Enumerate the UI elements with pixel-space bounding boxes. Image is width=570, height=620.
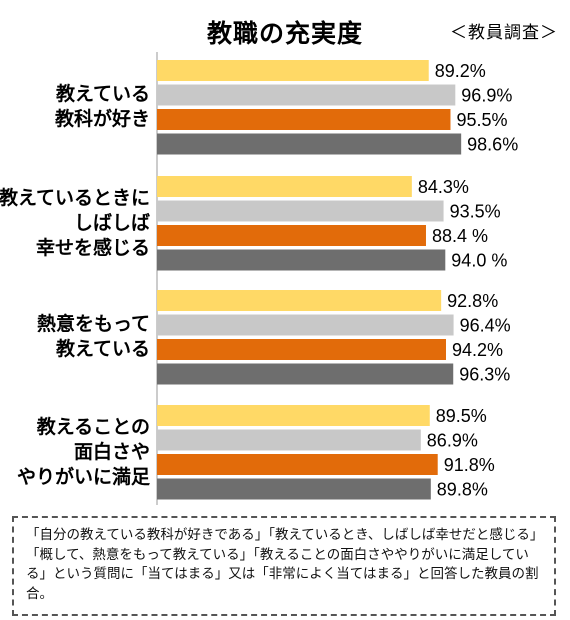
bar-chart: 89.2% 96.9% 95.5% 98.6% 84.3% 93.5% 88.4 % 94.0…	[156, 52, 518, 505]
category-label-line: 教えることの	[36, 415, 150, 438]
footnote: 「自分の教えている教科が好きである」「教えているとき、しばしば幸せだと感じる」「…	[12, 516, 556, 616]
bar	[157, 314, 454, 336]
data-label: 96.3%	[459, 365, 510, 385]
category-label-line: 教えているときに	[0, 186, 150, 209]
data-label: 95.5%	[456, 110, 507, 130]
data-label: 96.4%	[460, 316, 511, 336]
category-label: 教えている 教科が好き	[55, 82, 150, 132]
category-label-line: やりがいに満足	[16, 465, 150, 488]
bar	[157, 200, 444, 222]
data-label: 86.9%	[427, 431, 478, 451]
bar	[157, 109, 451, 130]
bar	[157, 454, 438, 475]
bar	[157, 133, 462, 155]
category-label-line: しばしば	[73, 211, 150, 234]
data-label: 94.2%	[452, 340, 503, 360]
bar	[157, 84, 456, 106]
bar	[157, 290, 442, 311]
category-label-line: 教えている	[55, 338, 150, 361]
category-label: 熱意をもって 教えている	[37, 312, 150, 362]
bar	[157, 478, 431, 500]
category-label-line: 面白さや	[73, 440, 150, 463]
data-label: 94.0 %	[451, 251, 507, 271]
bar	[157, 339, 446, 360]
data-label: 91.8%	[444, 455, 495, 475]
category-label-line: 教科が好き	[54, 108, 150, 131]
category-label-line: 熱意をもって	[36, 313, 150, 336]
data-label: 88.4 %	[432, 226, 488, 246]
data-label: 89.2%	[435, 61, 486, 81]
bar	[157, 363, 454, 385]
bar	[157, 176, 412, 197]
category-label-line: 幸せを感じる	[35, 236, 150, 259]
data-label: 98.6%	[467, 135, 518, 155]
bar	[157, 405, 430, 426]
data-label: 84.3%	[418, 177, 469, 197]
category-label: 教えることの 面白さや やりがいに満足	[17, 415, 150, 490]
data-label: 89.8%	[437, 480, 488, 500]
chart-title: 教職の充実度	[206, 19, 363, 48]
data-label: 96.9%	[461, 86, 512, 106]
data-label: 89.5%	[436, 406, 487, 426]
data-label: 92.8%	[447, 291, 498, 311]
source-label: ＜教員調査＞	[450, 23, 558, 43]
bar	[157, 249, 446, 271]
bar	[157, 429, 421, 451]
bar	[157, 225, 426, 246]
category-label: 教えているときに しばしば 幸せを感じる	[0, 186, 150, 261]
category-label-line: 教えている	[55, 83, 150, 106]
bar	[157, 60, 429, 81]
data-label: 93.5%	[450, 202, 501, 222]
